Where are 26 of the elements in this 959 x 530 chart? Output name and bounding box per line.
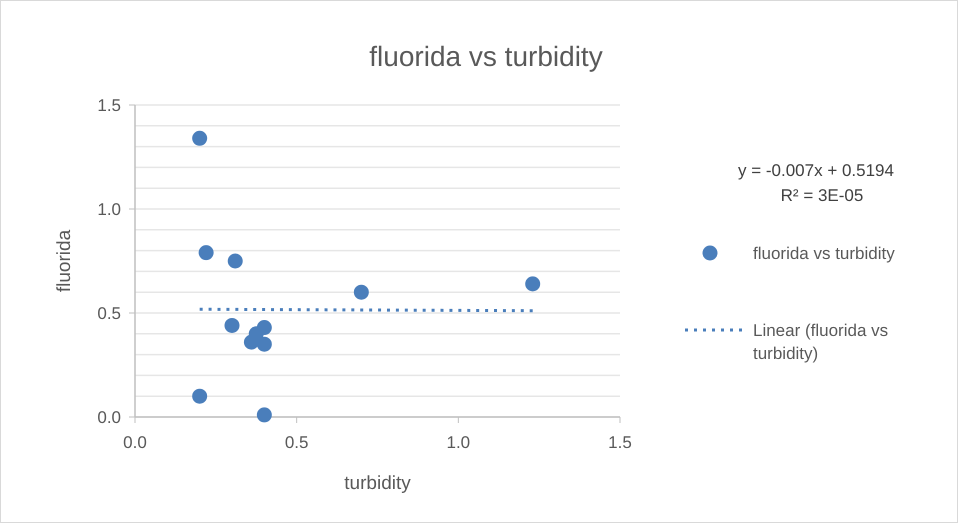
x-tick-label: 1.5: [608, 433, 632, 452]
y-tick-label: 0.0: [97, 408, 121, 427]
point: [256, 407, 272, 422]
point: [224, 318, 240, 333]
x-tick-label: 0.5: [284, 433, 308, 452]
legend-label: Linear (fluorida vs turbidity): [753, 321, 888, 363]
point: [192, 388, 208, 404]
legend-label: fluorida vs turbidity: [753, 244, 896, 263]
point: [256, 320, 272, 336]
x-tick-label: 1.0: [446, 433, 470, 452]
point: [192, 130, 208, 146]
y-tick-label: 1.5: [97, 96, 121, 115]
y-tick-label: 1.0: [97, 200, 121, 219]
y-tick-label: 0.5: [97, 304, 121, 323]
y-axis-title: fluorida: [54, 229, 75, 292]
text: R² = 3E-05: [780, 186, 864, 205]
point: [256, 336, 272, 352]
chart-title: fluorida vs turbidity: [369, 41, 603, 72]
x-axis-title: turbidity: [344, 473, 412, 494]
text: y = -0.007x + 0.5194: [738, 161, 894, 180]
point: [198, 245, 214, 260]
point: [525, 276, 540, 292]
point: [354, 284, 369, 300]
point: [244, 334, 259, 350]
point: [228, 254, 243, 268]
x-tick-label: 0.0: [123, 433, 147, 452]
